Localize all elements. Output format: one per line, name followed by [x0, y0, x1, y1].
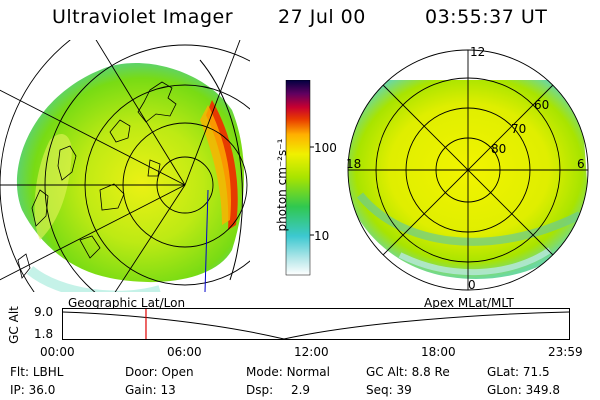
- dsp-status: Dsp: 2.9: [246, 383, 311, 397]
- color-scale-bar: [285, 80, 314, 276]
- altitude-timeline-plot: [62, 308, 570, 340]
- earth-limb: [199, 59, 243, 281]
- instrument-title: Ultraviolet Imager: [52, 6, 234, 28]
- geo-latlon-grid: [0, 40, 250, 292]
- right-panel-caption: Apex MLat/MLT: [424, 296, 514, 310]
- apex-polar-image: [347, 49, 589, 291]
- mlt-label-18: 18: [346, 157, 362, 171]
- altitude-tick-min: 1.8: [34, 327, 54, 341]
- gc-alt-status: GC Alt: 8.8 Re: [366, 365, 450, 379]
- altitude-tick-max: 9.0: [34, 305, 54, 319]
- observation-time: 03:55:37 UT: [425, 6, 548, 28]
- colorbar-tick-100: 100: [314, 141, 337, 155]
- mode-status: Mode: Normal: [246, 365, 330, 379]
- geographic-image: [0, 40, 250, 292]
- satellite-track: [204, 189, 209, 292]
- colorbar-tick-10: 10: [314, 229, 330, 243]
- mlat-label-70: 70: [511, 122, 527, 136]
- time-tick-1: 06:00: [167, 345, 202, 359]
- left-panel-caption: Geographic Lat/Lon: [68, 296, 186, 310]
- altitude-axis-label: GC Alt: [7, 306, 21, 344]
- gain-status: Gain: 13: [125, 383, 176, 397]
- filter-status: Flt: LBHL: [10, 365, 64, 379]
- left-auroral-emission: [16, 63, 244, 283]
- seq-status: Seq: 39: [366, 383, 412, 397]
- time-tick-2: 12:00: [294, 345, 329, 359]
- door-status: Door: Open: [125, 365, 194, 379]
- mlt-label-6: 6: [577, 157, 585, 171]
- mlat-label-80: 80: [491, 142, 507, 156]
- mlat-mlt-grid: [347, 49, 589, 291]
- mlt-label-12: 12: [470, 45, 486, 59]
- colorbar-unit-label: photon cm⁻²s⁻¹: [275, 138, 289, 232]
- polar-auroral-emission: [348, 80, 588, 280]
- altitude-curve: [62, 311, 570, 340]
- time-tick-3: 18:00: [421, 345, 456, 359]
- ip-status: IP: 36.0: [10, 383, 56, 397]
- mlat-label-60: 60: [534, 98, 550, 112]
- glat-status: GLat: 71.5: [487, 365, 550, 379]
- time-tick-4: 23:59: [548, 345, 583, 359]
- time-tick-0: 00:00: [40, 345, 75, 359]
- observation-date: 27 Jul 00: [278, 6, 366, 28]
- mlt-label-0: 0: [468, 278, 476, 292]
- glon-status: GLon: 349.8: [487, 383, 560, 397]
